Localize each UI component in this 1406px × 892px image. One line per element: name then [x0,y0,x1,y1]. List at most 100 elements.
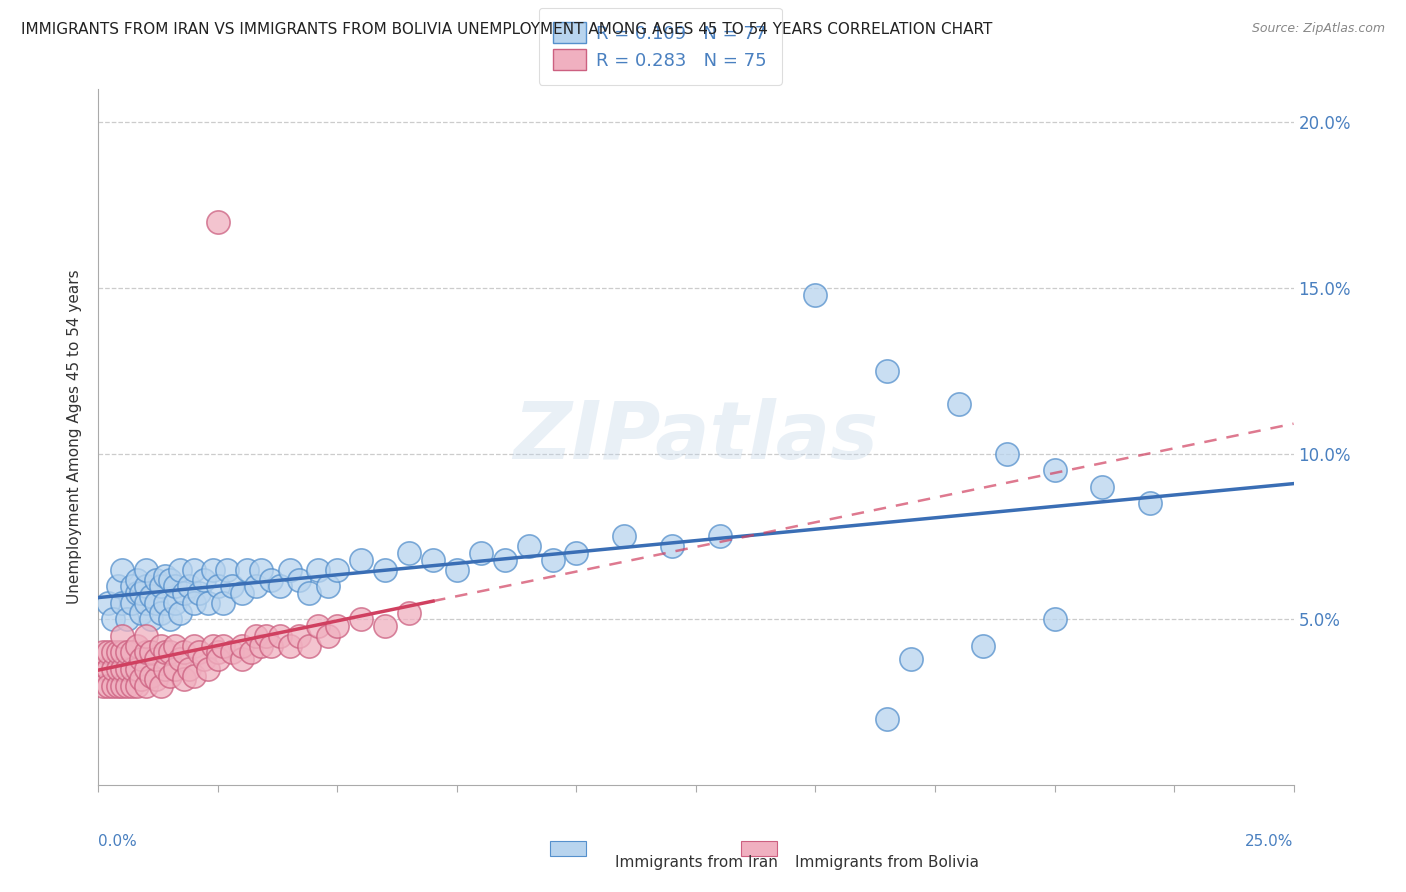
Point [135,629,157,643]
Point [155,569,177,583]
Point [115,679,138,693]
Point [159,668,181,682]
Point [111,563,134,577]
Point [125,639,148,653]
Point [494,552,516,566]
Text: Immigrants from Bolivia: Immigrants from Bolivia [796,855,979,870]
Point [876,712,898,726]
Point [288,573,311,587]
Point [111,679,134,693]
Point [804,287,827,301]
Point [217,563,239,577]
Point [298,639,321,653]
FancyBboxPatch shape [741,840,778,856]
Point [97,596,120,610]
Point [254,629,277,643]
Point [235,563,257,577]
Point [374,563,396,577]
Point [446,563,468,577]
Point [135,596,157,610]
Point [269,579,291,593]
Point [183,596,205,610]
Point [316,579,339,593]
Point [187,586,209,600]
Point [155,596,177,610]
Point [900,652,922,666]
Point [193,573,215,587]
Point [125,679,148,693]
Point [326,563,349,577]
Point [298,586,321,600]
Point [231,639,253,653]
Point [374,619,396,633]
Point [316,629,339,643]
Point [207,645,229,659]
Point [307,563,329,577]
Text: 0.0%: 0.0% [98,834,138,848]
Point [159,645,181,659]
Point [1091,480,1114,494]
Point [231,652,253,666]
Point [115,662,138,676]
Point [995,447,1018,461]
Point [288,629,311,643]
Point [169,652,191,666]
Point [115,612,138,626]
Point [139,589,162,603]
Point [259,573,281,587]
Point [101,612,124,626]
Point [111,596,134,610]
Point [159,573,181,587]
Point [470,546,492,560]
Point [207,652,229,666]
Point [115,645,138,659]
Point [163,639,186,653]
Text: ZIPatlas: ZIPatlas [513,398,879,476]
Point [240,645,263,659]
Point [139,612,162,626]
Point [173,586,195,600]
Point [135,563,157,577]
Point [97,662,120,676]
Point [125,573,148,587]
Point [135,679,157,693]
Point [661,540,683,554]
Point [139,645,162,659]
Point [1139,496,1161,510]
Point [245,579,267,593]
Point [202,563,225,577]
Point [173,672,195,686]
Text: IMMIGRANTS FROM IRAN VS IMMIGRANTS FROM BOLIVIA UNEMPLOYMENT AMONG AGES 45 TO 54: IMMIGRANTS FROM IRAN VS IMMIGRANTS FROM … [21,22,993,37]
Point [107,679,129,693]
Point [97,679,120,693]
Point [876,364,898,378]
Point [91,645,114,659]
Point [149,679,172,693]
Point [159,612,181,626]
FancyBboxPatch shape [550,840,586,856]
Point [173,645,195,659]
Point [709,529,731,543]
Point [202,639,225,653]
Point [139,668,162,682]
Point [101,645,124,659]
Point [187,645,209,659]
Point [250,639,273,653]
Point [135,645,157,659]
Point [326,619,349,633]
Point [350,552,373,566]
Point [145,672,167,686]
Point [121,662,143,676]
Point [111,645,134,659]
Point [121,679,143,693]
Point [972,639,994,653]
Point [111,629,134,643]
Point [211,596,233,610]
Point [169,563,191,577]
Point [183,563,205,577]
Point [183,668,205,682]
Point [207,215,229,229]
Point [149,639,172,653]
Point [183,639,205,653]
Point [278,563,301,577]
